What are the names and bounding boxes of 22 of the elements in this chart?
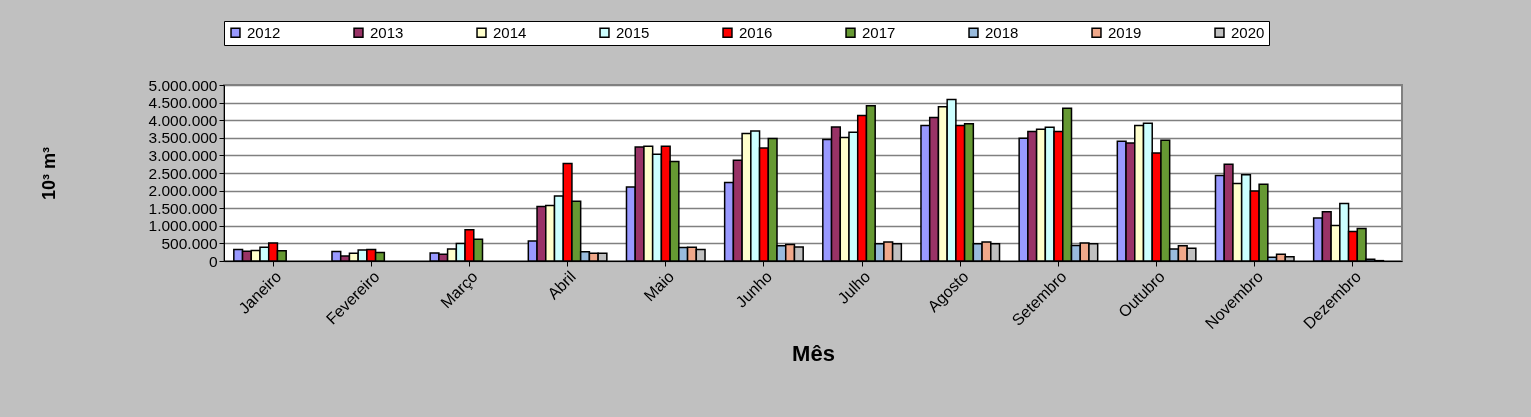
legend-label: 2018 (985, 23, 1019, 41)
legend-label: 2017 (862, 23, 896, 41)
legend-label: 2019 (1108, 23, 1142, 41)
y-tick-label: 2.500.000 (148, 164, 218, 182)
x-axis-title: Mês (792, 341, 835, 366)
y-tick-label: 2.000.000 (148, 182, 218, 200)
legend-label: 2020 (1231, 23, 1265, 41)
y-tick-label: 5.000.000 (148, 76, 218, 94)
y-tick-label: 0 (208, 252, 218, 270)
y-tick-label: 1.000.000 (148, 217, 218, 235)
y-tick-label: 4.000.000 (148, 111, 218, 129)
legend-label: 2012 (247, 23, 281, 41)
legend-label: 2015 (616, 23, 650, 41)
y-tick-label: 1.500.000 (148, 199, 218, 217)
legend-label: 2016 (739, 23, 773, 41)
y-tick-label: 3.000.000 (148, 146, 218, 164)
y-tick-label: 4.500.000 (148, 94, 218, 112)
y-tick-label: 3.500.000 (148, 129, 218, 147)
legend-label: 2013 (370, 23, 404, 41)
y-tick-label: 500.000 (161, 234, 218, 252)
legend-label: 2014 (493, 23, 527, 41)
y-axis-title: 10³ m³ (38, 146, 59, 201)
